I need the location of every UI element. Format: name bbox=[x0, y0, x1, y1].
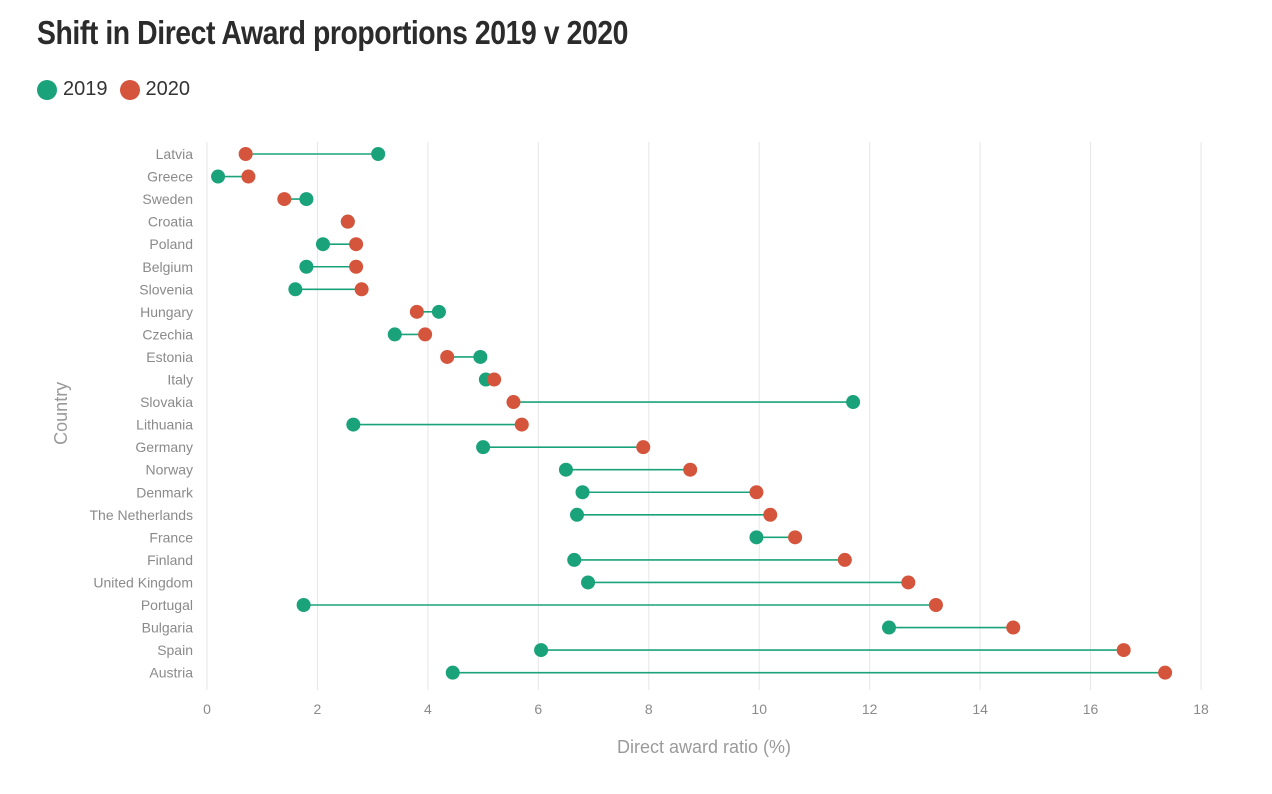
point-2019-estonia bbox=[473, 349, 488, 364]
y-tick-label-portugal: Portugal bbox=[141, 597, 193, 613]
legend-marker-2020 bbox=[119, 79, 140, 100]
point-2020-slovenia bbox=[354, 282, 369, 297]
y-tick-label-bulgaria: Bulgaria bbox=[142, 620, 194, 636]
y-tick-label-spain: Spain bbox=[157, 642, 193, 658]
point-2020-latvia bbox=[238, 147, 253, 161]
point-2020-spain bbox=[1116, 643, 1131, 658]
y-tick-label-germany: Germany bbox=[135, 439, 193, 455]
point-2019-hungary bbox=[431, 304, 446, 319]
y-tick-label-norway: Norway bbox=[146, 462, 193, 478]
point-2020-germany bbox=[636, 440, 651, 455]
point-2020-belgium bbox=[349, 259, 364, 274]
point-2019-slovakia bbox=[846, 395, 861, 410]
y-tick-label-czechia: Czechia bbox=[142, 326, 193, 342]
legend-label-2020: 2020 bbox=[145, 78, 191, 100]
x-axis-title: Direct award ratio (%) bbox=[617, 737, 791, 757]
point-2019-czechia bbox=[387, 327, 402, 342]
point-2020-finland bbox=[837, 552, 852, 567]
y-tick-label-the-netherlands: The Netherlands bbox=[89, 507, 193, 523]
x-tick-label-4: 4 bbox=[424, 701, 432, 717]
point-2019-latvia bbox=[371, 147, 386, 161]
point-2020-czechia bbox=[418, 327, 433, 342]
y-tick-label-lithuania: Lithuania bbox=[136, 417, 193, 433]
point-2019-finland bbox=[567, 552, 582, 567]
point-2020-croatia bbox=[340, 214, 355, 229]
x-tick-label-18: 18 bbox=[1193, 701, 1209, 717]
point-2020-hungary bbox=[409, 304, 424, 319]
y-tick-label-slovakia: Slovakia bbox=[140, 394, 193, 410]
point-2019-portugal bbox=[296, 598, 311, 612]
x-tick-label-16: 16 bbox=[1083, 701, 1099, 717]
point-2020-the-netherlands bbox=[763, 507, 778, 522]
point-2020-lithuania bbox=[514, 417, 529, 432]
y-tick-label-italy: Italy bbox=[167, 372, 193, 388]
legend-label-2019: 2019 bbox=[63, 78, 108, 100]
point-2020-slovakia bbox=[506, 395, 521, 410]
point-2019-poland bbox=[315, 237, 330, 252]
point-2019-greece bbox=[211, 169, 226, 184]
legend-item-2019[interactable]: 2019 bbox=[37, 78, 108, 101]
y-tick-label-sweden: Sweden bbox=[142, 191, 193, 207]
point-2020-sweden bbox=[277, 192, 292, 207]
y-tick-label-france: France bbox=[149, 529, 193, 545]
x-tick-label-14: 14 bbox=[972, 701, 988, 717]
point-2020-poland bbox=[349, 237, 364, 252]
point-2020-portugal bbox=[928, 598, 943, 612]
x-tick-label-12: 12 bbox=[862, 701, 878, 717]
point-2020-italy bbox=[487, 372, 502, 387]
y-tick-label-slovenia: Slovenia bbox=[139, 281, 193, 297]
x-tick-label-2: 2 bbox=[314, 701, 322, 717]
legend-item-2020[interactable]: 2020 bbox=[119, 78, 191, 101]
point-2020-estonia bbox=[440, 349, 455, 364]
legend: 2019 2020 bbox=[37, 78, 202, 101]
y-tick-label-austria: Austria bbox=[149, 665, 193, 681]
chart-title: Shift in Direct Award proportions 2019 v… bbox=[37, 14, 629, 51]
point-2019-spain bbox=[534, 643, 549, 658]
y-tick-label-poland: Poland bbox=[149, 236, 193, 252]
legend-marker-2019 bbox=[37, 79, 57, 100]
point-2020-norway bbox=[683, 462, 698, 477]
x-tick-label-6: 6 bbox=[534, 701, 542, 717]
point-2020-france bbox=[788, 530, 803, 545]
point-2019-the-netherlands bbox=[569, 507, 584, 522]
y-tick-label-latvia: Latvia bbox=[156, 146, 194, 162]
point-2019-lithuania bbox=[346, 417, 361, 432]
y-tick-label-greece: Greece bbox=[147, 169, 193, 185]
y-tick-label-belgium: Belgium bbox=[142, 259, 193, 275]
point-2020-bulgaria bbox=[1006, 620, 1021, 635]
point-2019-bulgaria bbox=[881, 620, 896, 635]
point-2019-denmark bbox=[575, 485, 590, 500]
point-2020-greece bbox=[241, 169, 256, 184]
point-2019-austria bbox=[445, 665, 460, 680]
y-tick-label-estonia: Estonia bbox=[146, 349, 193, 365]
point-2019-france bbox=[749, 530, 764, 545]
x-tick-label-8: 8 bbox=[645, 701, 653, 717]
point-2020-denmark bbox=[749, 485, 764, 500]
y-tick-label-united-kingdom: United Kingdom bbox=[93, 574, 193, 590]
y-tick-label-denmark: Denmark bbox=[136, 484, 194, 500]
point-2019-belgium bbox=[299, 259, 314, 274]
y-tick-label-hungary: Hungary bbox=[140, 304, 193, 320]
x-tick-label-10: 10 bbox=[751, 701, 767, 717]
point-2019-slovenia bbox=[288, 282, 303, 297]
x-tick-label-0: 0 bbox=[203, 701, 211, 717]
point-2019-sweden bbox=[299, 192, 314, 207]
point-2020-austria bbox=[1158, 665, 1173, 680]
point-2019-germany bbox=[476, 440, 491, 455]
y-tick-label-croatia: Croatia bbox=[148, 214, 193, 230]
y-tick-label-finland: Finland bbox=[147, 552, 193, 568]
y-axis-title: Country bbox=[51, 382, 71, 445]
point-2019-united-kingdom bbox=[581, 575, 596, 590]
point-2019-norway bbox=[558, 462, 573, 477]
point-2020-united-kingdom bbox=[901, 575, 916, 590]
